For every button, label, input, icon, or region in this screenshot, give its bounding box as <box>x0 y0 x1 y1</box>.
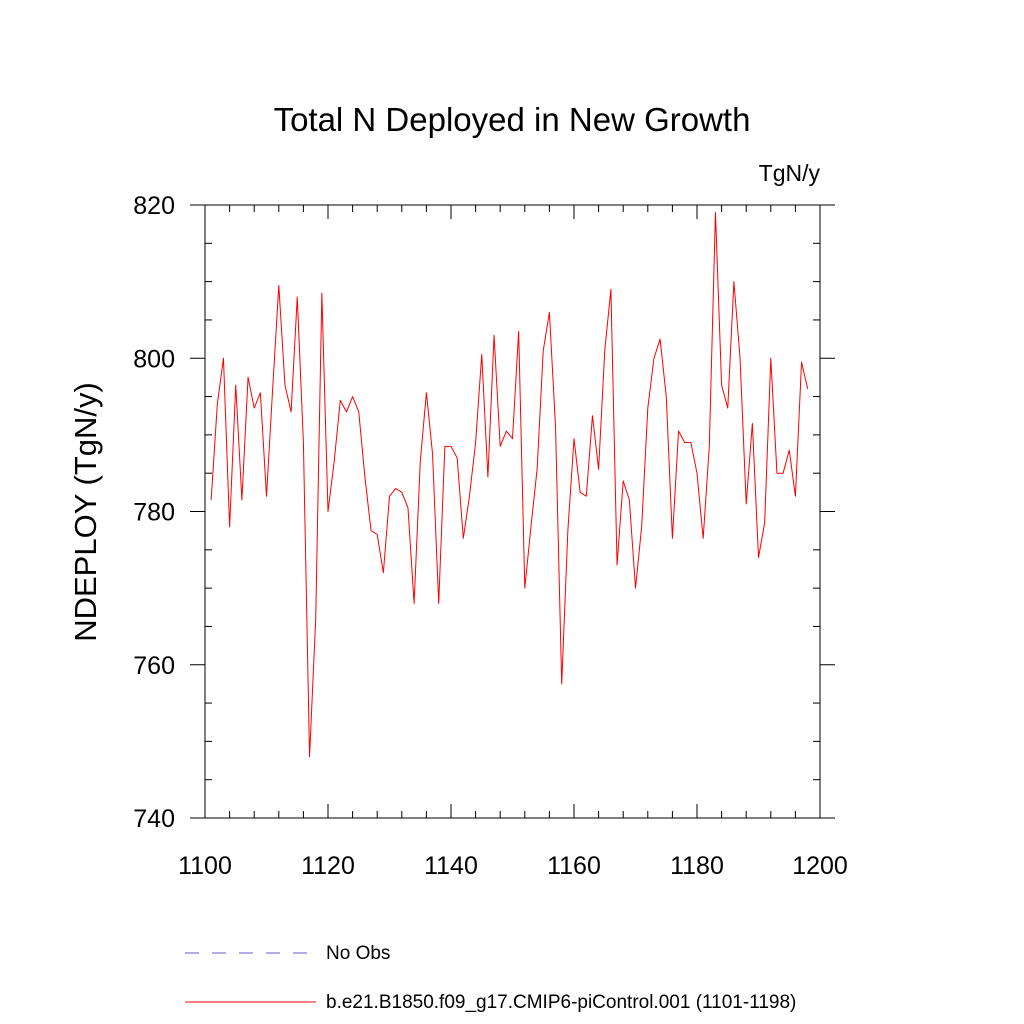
x-tick-label: 1200 <box>792 852 848 880</box>
axis-ticks: 1100 1120 1140 1160 1180 1200 740 760 780 800 820 <box>133 192 848 880</box>
x-tick-label: 1180 <box>670 852 724 880</box>
x-tick-label: 1160 <box>547 852 601 880</box>
y-tick-label: 780 <box>133 499 175 527</box>
legend-picontrol-label: b.e21.B1850.f09_g17.CMIP6-piControl.001 … <box>326 992 796 1013</box>
x-tick-label: 1140 <box>424 852 478 880</box>
y-tick-label: 740 <box>133 805 175 833</box>
series-lines <box>210 212 809 758</box>
units-label: TgN/y <box>759 160 821 186</box>
y-tick-label: 800 <box>133 345 175 373</box>
y-axis-label: NDEPLOY (TgN/y) <box>68 382 103 642</box>
y-tick-label: 820 <box>133 192 175 220</box>
legend: No Obs b.e21.B1850.f09_g17.CMIP6-piContr… <box>185 943 796 1013</box>
chart-title: Total N Deployed in New Growth <box>274 101 751 138</box>
series-line-1 <box>210 212 809 758</box>
x-tick-label: 1100 <box>178 852 232 880</box>
x-tick-label: 1120 <box>301 852 355 880</box>
y-tick-label: 760 <box>133 652 175 680</box>
legend-no-obs-label: No Obs <box>326 943 390 964</box>
